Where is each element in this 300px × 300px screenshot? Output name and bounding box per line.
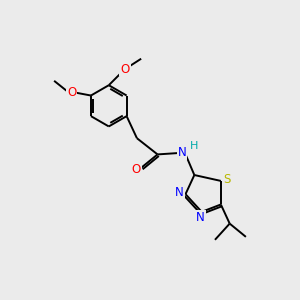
Text: N: N — [175, 186, 184, 199]
Text: N: N — [178, 146, 186, 159]
Text: H: H — [190, 141, 198, 151]
Text: S: S — [224, 173, 231, 186]
Text: O: O — [131, 163, 141, 176]
Text: O: O — [120, 62, 130, 76]
Text: O: O — [67, 86, 76, 99]
Text: N: N — [196, 211, 205, 224]
